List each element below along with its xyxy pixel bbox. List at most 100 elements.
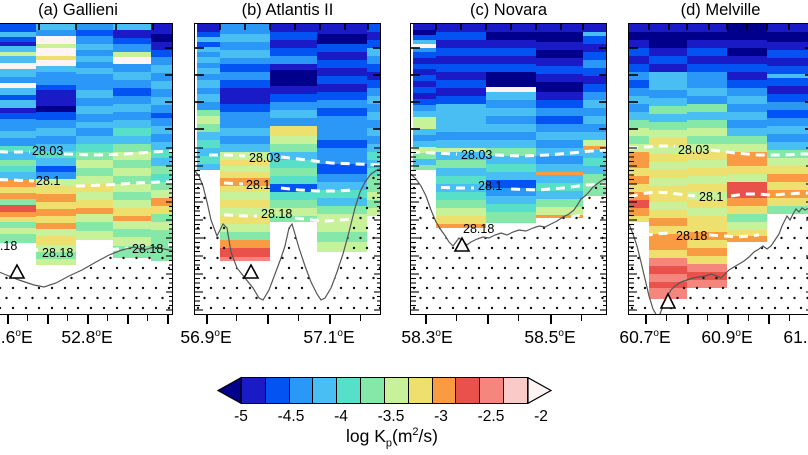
- isopycnal-contour-28.03: [63, 149, 172, 157]
- x-axis-minor-tick: [27, 315, 29, 321]
- station-column: [270, 24, 317, 222]
- x-axis-major-tick: [645, 315, 647, 324]
- colorbar-swatch: [264, 377, 290, 404]
- colorbar-title-prefix: log K: [346, 426, 386, 446]
- station-column: [583, 24, 606, 196]
- x-axis-minor-tick: [789, 315, 791, 321]
- isopycnal-label-28.1: 28.1: [699, 190, 724, 204]
- x-axis-major-tick: [127, 315, 129, 324]
- isopycnal-label-28.18: 28.18: [132, 242, 164, 256]
- colorbar: -5 -4.5 -4 -3.5 -3 -2.5 -2 log Kp(m2/s): [217, 377, 567, 455]
- colorbar-swatch: [312, 377, 338, 404]
- colorbar-tick-label: -5: [234, 408, 248, 425]
- x-axis-major-tick: [727, 315, 729, 324]
- panel-d: 28.03 28.1 28.18: [628, 23, 808, 315]
- isopycnal-label-28.03: 28.03: [32, 144, 64, 158]
- colorbar-swatch: [431, 377, 457, 404]
- station-column: [767, 24, 808, 214]
- colorbar-swatch: [502, 377, 528, 404]
- isopycnal-contour-28.18: [294, 216, 354, 223]
- x-axis-major-tick: [47, 315, 49, 324]
- x-axis-major-tick: [167, 315, 169, 324]
- isopycnal-label-28.18: 28.18: [463, 222, 495, 236]
- isopycnal-label-28.18: 28.18: [261, 207, 293, 221]
- x-axis-major-tick: [550, 315, 552, 324]
- isopycnal-label-28.18: 28.18: [676, 229, 708, 243]
- station-column: [727, 24, 767, 242]
- x-axis-major-tick: [87, 315, 89, 324]
- isopycnal-contour-28.03: [209, 153, 246, 158]
- bathymetry-line: [629, 207, 808, 314]
- isopycnal-contour-28.18: [79, 246, 129, 253]
- x-axis-label: 60.7oE: [619, 327, 671, 347]
- isopycnal-contour-28.03: [280, 155, 380, 167]
- isopycnal-contour-28.1: [629, 190, 696, 199]
- x-axis-minor-tick: [107, 315, 109, 321]
- x-axis-minor-tick: [236, 315, 238, 321]
- panel-overlay: [411, 24, 606, 314]
- x-axis-label: 58.5oE: [524, 327, 576, 347]
- colorbar-swatch: [455, 377, 481, 404]
- x-axis-minor-tick: [67, 315, 69, 321]
- isopycnal-contour-28.18: [496, 226, 518, 231]
- station-column: [76, 24, 113, 240]
- colorbar-swatches: [217, 377, 567, 404]
- isopycnal-contour-28.03: [0, 150, 30, 154]
- x-axis-label: 52.8oE: [61, 327, 113, 347]
- x-axis-major-tick: [7, 315, 9, 324]
- station-column: [649, 24, 687, 299]
- panel-overlay: [0, 24, 172, 314]
- mooring-triangle-marker: [659, 292, 677, 309]
- colorbar-under-arrow: [217, 377, 241, 404]
- x-axis-label: 61.1oE: [783, 327, 808, 347]
- bathymetry-stipple: [0, 247, 172, 314]
- panel-title-b: (b) Atlantis II: [241, 1, 334, 19]
- bathymetry-stipple: [411, 174, 606, 314]
- mooring-triangle-marker: [242, 263, 260, 279]
- colorbar-title-suffix: /s): [418, 426, 438, 446]
- station-column: [367, 24, 380, 216]
- colorbar-swatch: [407, 377, 433, 404]
- bathymetry-stipple: [629, 208, 808, 314]
- isopycnal-label-28.18: 28.18: [0, 239, 18, 253]
- x-axis-major-tick: [425, 315, 427, 324]
- bathymetry-line: [411, 173, 606, 247]
- colorbar-tick-label: -2: [534, 408, 548, 425]
- isopycnal-label-28.1: 28.1: [478, 179, 503, 193]
- panel-overlay: [629, 24, 808, 314]
- panel-c: 28.03 28.1 28.18: [410, 23, 607, 315]
- colorbar-tick-label: -3.5: [377, 408, 405, 425]
- bathymetry-line: [195, 168, 380, 301]
- x-axis-minor-tick: [581, 315, 583, 321]
- isopycnal-label-28.03: 28.03: [249, 151, 281, 165]
- isopycnal-label-28.03: 28.03: [678, 143, 710, 157]
- isopycnal-contour-28.1: [75, 180, 172, 188]
- isopycnal-contour-28.03: [710, 148, 808, 157]
- isopycnal-contour-28.03: [411, 150, 458, 156]
- x-axis-label: 52.6oE: [0, 327, 33, 347]
- x-axis-minor-tick: [147, 315, 149, 321]
- colorbar-swatch: [479, 377, 505, 404]
- colorbar-tick-label: -4: [334, 408, 348, 425]
- x-axis-label: 56.9oE: [180, 327, 232, 347]
- x-axis-label: 58.3oE: [401, 327, 453, 347]
- station-column: [436, 24, 486, 228]
- x-axis-major-tick: [687, 315, 689, 324]
- colorbar-tick-label: -2.5: [477, 408, 505, 425]
- panel-title-a: (a) Gallieni: [38, 1, 118, 19]
- station-column: [197, 24, 220, 170]
- colorbar-title-subscript: p: [385, 437, 393, 450]
- x-axis-major-tick: [267, 315, 269, 324]
- isopycnal-label-28.1: 28.1: [36, 174, 61, 188]
- isopycnal-contour-28.18: [629, 231, 670, 240]
- colorbar-swatch: [241, 377, 266, 404]
- panel-a: 28.03 28.1 28.18 28.18 28.18: [0, 23, 173, 315]
- station-column: [36, 24, 76, 265]
- isopycnal-contour-28.1: [0, 178, 35, 183]
- mooring-triangle-marker: [8, 263, 26, 279]
- x-axis-major-tick: [206, 315, 208, 324]
- x-axis-minor-tick: [666, 315, 668, 321]
- colorbar-tick-label: -4.5: [277, 408, 305, 425]
- x-axis-minor-tick: [360, 315, 362, 321]
